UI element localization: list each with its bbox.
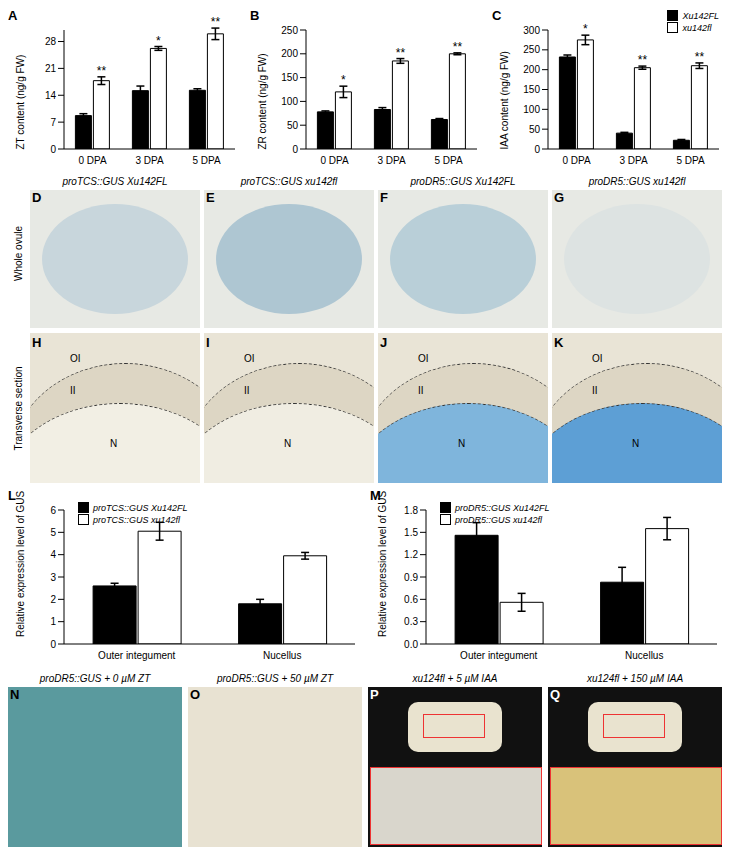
svg-text:**: ** bbox=[97, 64, 107, 78]
svg-text:100: 100 bbox=[281, 96, 298, 107]
svg-text:3 DPA: 3 DPA bbox=[135, 155, 163, 166]
svg-text:0: 0 bbox=[534, 144, 540, 155]
svg-text:**: ** bbox=[453, 40, 463, 54]
svg-text:2: 2 bbox=[50, 594, 56, 605]
svg-text:250: 250 bbox=[523, 44, 540, 55]
svg-text:150: 150 bbox=[281, 72, 298, 83]
svg-text:200: 200 bbox=[523, 64, 540, 75]
svg-text:ZT content (ng/g FW): ZT content (ng/g FW) bbox=[15, 55, 26, 150]
svg-text:3: 3 bbox=[50, 572, 56, 583]
svg-text:5 DPA: 5 DPA bbox=[192, 155, 220, 166]
svg-text:50: 50 bbox=[529, 124, 541, 135]
svg-text:50: 50 bbox=[287, 120, 299, 131]
svg-text:150: 150 bbox=[523, 84, 540, 95]
svg-text:250: 250 bbox=[281, 25, 298, 36]
svg-text:28: 28 bbox=[45, 36, 57, 47]
svg-text:3 DPA: 3 DPA bbox=[619, 155, 647, 166]
svg-text:0.6: 0.6 bbox=[404, 594, 418, 605]
svg-text:100: 100 bbox=[523, 104, 540, 115]
svg-text:0.0: 0.0 bbox=[404, 639, 418, 650]
svg-text:0: 0 bbox=[50, 144, 56, 155]
svg-text:**: ** bbox=[638, 53, 648, 67]
svg-text:*: * bbox=[341, 73, 346, 87]
svg-text:0.9: 0.9 bbox=[404, 572, 418, 583]
svg-text:**: ** bbox=[396, 46, 406, 60]
svg-text:0.3: 0.3 bbox=[404, 616, 418, 627]
svg-text:**: ** bbox=[211, 15, 221, 29]
svg-text:6: 6 bbox=[50, 505, 56, 516]
svg-text:1.2: 1.2 bbox=[404, 549, 418, 560]
svg-text:7: 7 bbox=[50, 117, 56, 128]
svg-text:*: * bbox=[156, 34, 161, 48]
svg-text:4: 4 bbox=[50, 549, 56, 560]
svg-text:300: 300 bbox=[523, 25, 540, 36]
svg-text:0: 0 bbox=[292, 144, 298, 155]
svg-text:5 DPA: 5 DPA bbox=[434, 155, 462, 166]
svg-text:0 DPA: 0 DPA bbox=[320, 155, 348, 166]
svg-text:Nucellus: Nucellus bbox=[625, 650, 663, 661]
svg-text:200: 200 bbox=[281, 48, 298, 59]
svg-text:Relative expression level of G: Relative expression level of GUS bbox=[15, 490, 26, 637]
svg-text:IAA content (ng/g FW): IAA content (ng/g FW) bbox=[499, 51, 510, 149]
svg-text:3 DPA: 3 DPA bbox=[377, 155, 405, 166]
svg-text:Outer integument: Outer integument bbox=[460, 650, 537, 661]
svg-text:1.5: 1.5 bbox=[404, 527, 418, 538]
svg-text:Outer integument: Outer integument bbox=[98, 650, 175, 661]
svg-text:ZR content (ng/g FW): ZR content (ng/g FW) bbox=[257, 53, 268, 149]
svg-text:1.8: 1.8 bbox=[404, 505, 418, 516]
svg-text:Nucellus: Nucellus bbox=[263, 650, 301, 661]
svg-text:0 DPA: 0 DPA bbox=[78, 155, 106, 166]
svg-text:1: 1 bbox=[50, 616, 56, 627]
svg-text:*: * bbox=[583, 22, 588, 36]
svg-text:0 DPA: 0 DPA bbox=[562, 155, 590, 166]
svg-text:5: 5 bbox=[50, 527, 56, 538]
svg-text:5 DPA: 5 DPA bbox=[676, 155, 704, 166]
svg-text:0: 0 bbox=[50, 639, 56, 650]
svg-text:21: 21 bbox=[45, 63, 57, 74]
svg-text:14: 14 bbox=[45, 90, 57, 101]
svg-text:Relative expression level of G: Relative expression level of GUS bbox=[377, 490, 388, 637]
svg-text:**: ** bbox=[695, 50, 705, 64]
